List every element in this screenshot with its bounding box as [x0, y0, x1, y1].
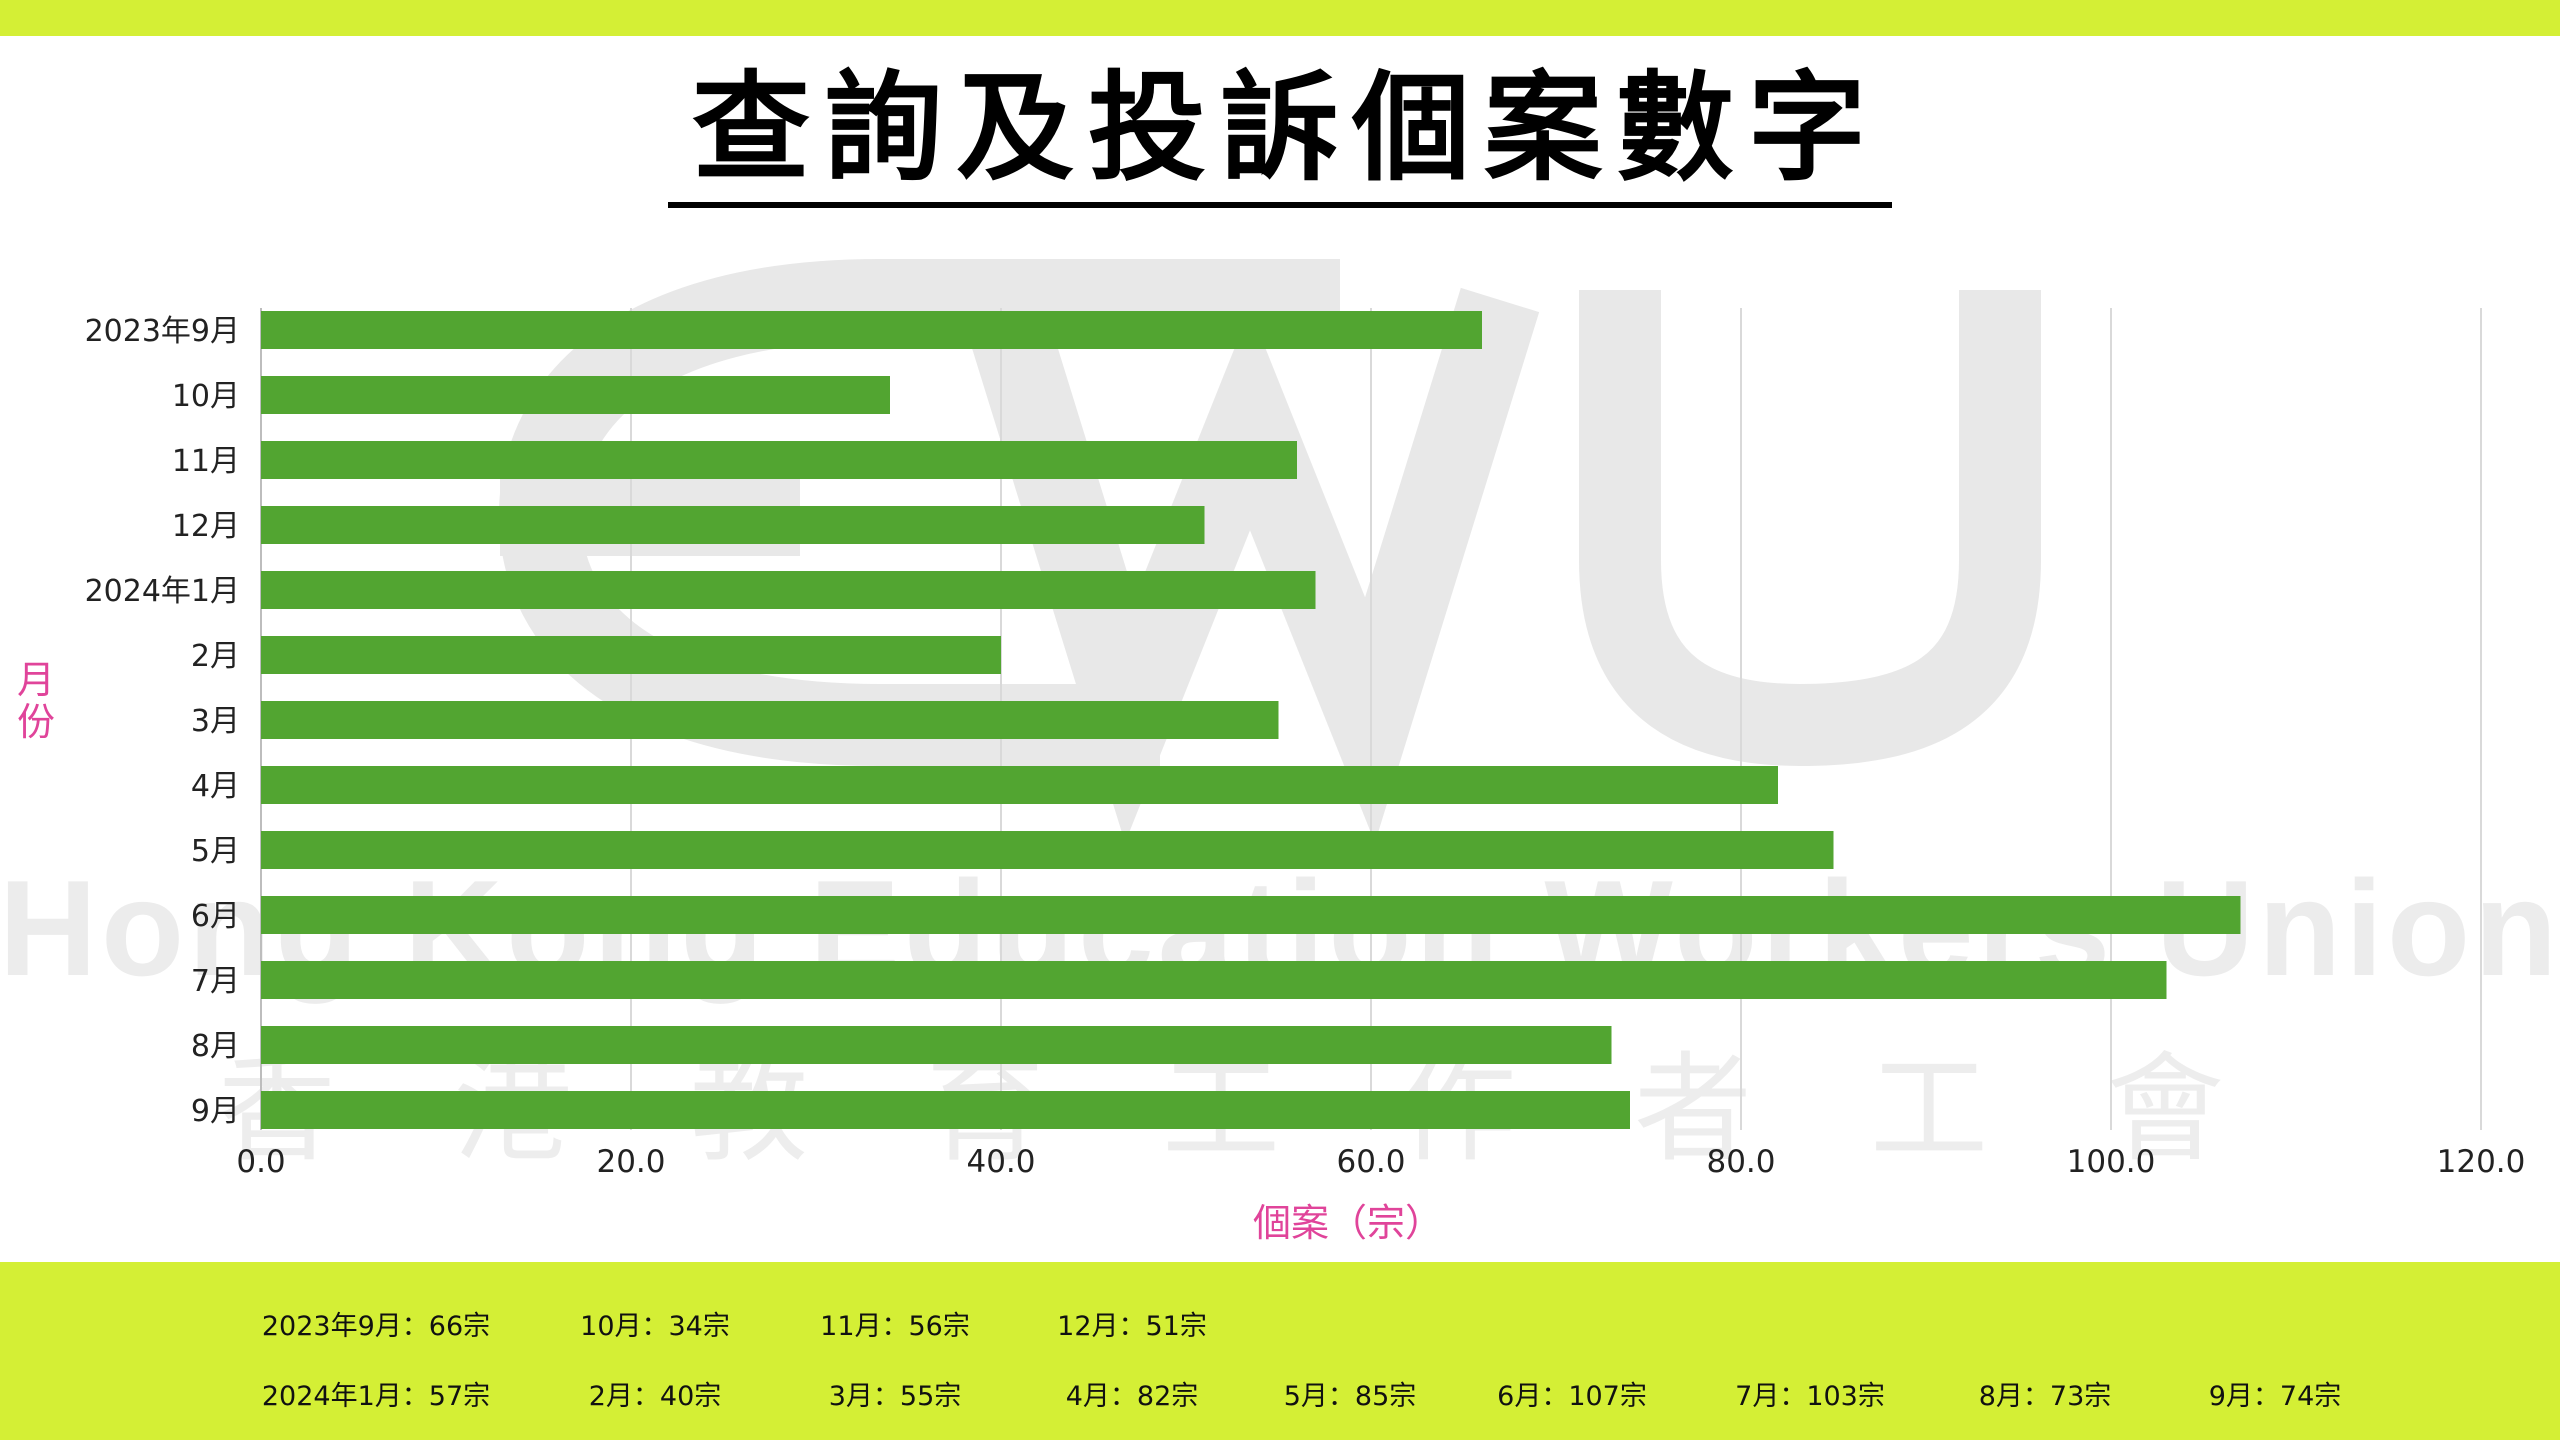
x-tick-label: 120.0: [2437, 1144, 2526, 1180]
bar: [261, 896, 2241, 934]
bar: [261, 831, 1834, 869]
y-axis-title-char: 月: [17, 658, 55, 702]
summary-item: 2024年1月：57宗: [261, 1381, 491, 1412]
y-tick-label: 7月: [191, 964, 240, 999]
y-tick-label: 5月: [191, 834, 240, 869]
bar: [261, 1026, 1612, 1064]
x-tick-label: 100.0: [2067, 1144, 2156, 1180]
y-tick-label: 4月: [191, 769, 240, 804]
y-tick-label: 10月: [172, 379, 240, 414]
x-axis-title: 個案（宗）: [1253, 1201, 1443, 1245]
summary-item: 9月：74宗: [2208, 1381, 2342, 1412]
y-axis-title-char: 份: [17, 700, 55, 744]
summary-item: 6月：107宗: [1497, 1381, 1647, 1412]
summary-item: 2023年9月：66宗: [261, 1311, 491, 1342]
bar: [261, 701, 1279, 739]
y-tick-label: 12月: [172, 509, 240, 544]
y-tick-label: 8月: [191, 1029, 240, 1064]
y-tick-label: 11月: [172, 444, 240, 479]
summary-item: 12月：51宗: [1057, 1311, 1207, 1342]
y-tick-label: 9月: [191, 1094, 240, 1129]
bar: [261, 766, 1778, 804]
summary-item: 4月：82宗: [1065, 1381, 1199, 1412]
summary-item: 2月：40宗: [588, 1381, 722, 1412]
y-tick-label: 3月: [191, 704, 240, 739]
x-tick-label: 20.0: [596, 1144, 665, 1180]
bar: [261, 571, 1316, 609]
x-tick-label: 0.0: [236, 1144, 285, 1180]
summary-item: 3月：55宗: [828, 1381, 962, 1412]
bar-chart: 0.0 20.0 40.0 60.0 80.0 100.0 120.0 2023年9月 10月 1…: [17, 308, 2526, 1245]
x-tick-label: 60.0: [1336, 1144, 1405, 1180]
title-container: 查詢及投訴個案數字: [0, 58, 2560, 208]
x-tick-label: 40.0: [966, 1144, 1035, 1180]
bar: [261, 506, 1205, 544]
bar: [261, 1091, 1630, 1129]
bar: [261, 961, 2167, 999]
x-tick-label: 80.0: [1706, 1144, 1775, 1180]
summary-panel: 2023年9月：66宗 10月：34宗 11月：56宗 12月：51宗 2024年1月：…: [0, 1262, 2560, 1440]
bar: [261, 311, 1482, 349]
y-tick-label: 6月: [191, 899, 240, 934]
y-tick-label: 2023年9月: [85, 314, 240, 349]
y-tick-label: 2024年1月: [85, 574, 240, 609]
bottom-color-band: [0, 1262, 2560, 1440]
summary-item: 7月：103宗: [1735, 1381, 1885, 1412]
top-color-band: [0, 0, 2560, 36]
y-tick-label: 2月: [191, 639, 240, 674]
bar: [261, 636, 1001, 674]
summary-item: 10月：34宗: [580, 1311, 730, 1342]
page-title: 查詢及投訴個案數字: [667, 58, 1892, 208]
bar: [261, 376, 890, 414]
summary-item: 8月：73宗: [1978, 1381, 2112, 1412]
bar: [261, 441, 1297, 479]
summary-item: 5月：85宗: [1283, 1381, 1417, 1412]
summary-item: 11月：56宗: [820, 1311, 970, 1342]
